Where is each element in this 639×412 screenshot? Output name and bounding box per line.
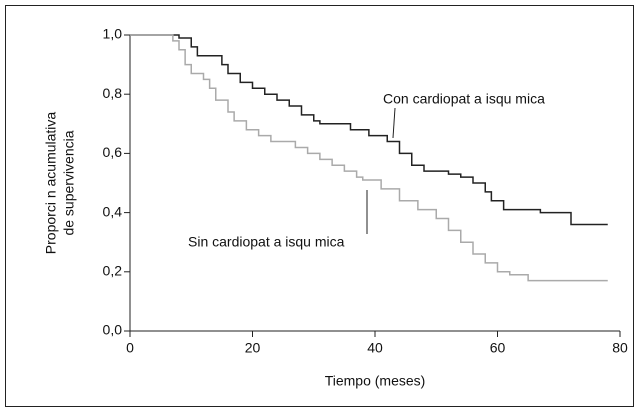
x-axis-label: Tiempo (meses): [325, 373, 426, 389]
y-tick-label: 0,0: [103, 322, 123, 338]
y-tick-label: 1,0: [103, 26, 123, 42]
frame: [5, 5, 634, 407]
series-label: Con cardiopat a isqu mica: [383, 91, 545, 107]
y-tick-label: 0,4: [103, 203, 123, 219]
leader-line: [392, 107, 396, 139]
x-tick-label: 80: [612, 340, 628, 356]
y-tick-label: 0,2: [103, 263, 123, 279]
x-tick-label: 60: [490, 340, 506, 356]
survival-curve: [130, 34, 608, 282]
y-tick-label: 0,8: [103, 85, 123, 101]
survival-curve: [130, 34, 608, 226]
x-tick-label: 0: [126, 340, 134, 356]
y-axis-label: Proporci n acumulativa: [43, 112, 59, 255]
x-tick-label: 40: [367, 340, 383, 356]
x-tick-label: 20: [245, 340, 261, 356]
y-tick-label: 0,6: [103, 144, 123, 160]
series-label: Sin cardiopat a isqu mica: [188, 234, 345, 250]
y-axis-label: de supervivencia: [61, 130, 77, 235]
